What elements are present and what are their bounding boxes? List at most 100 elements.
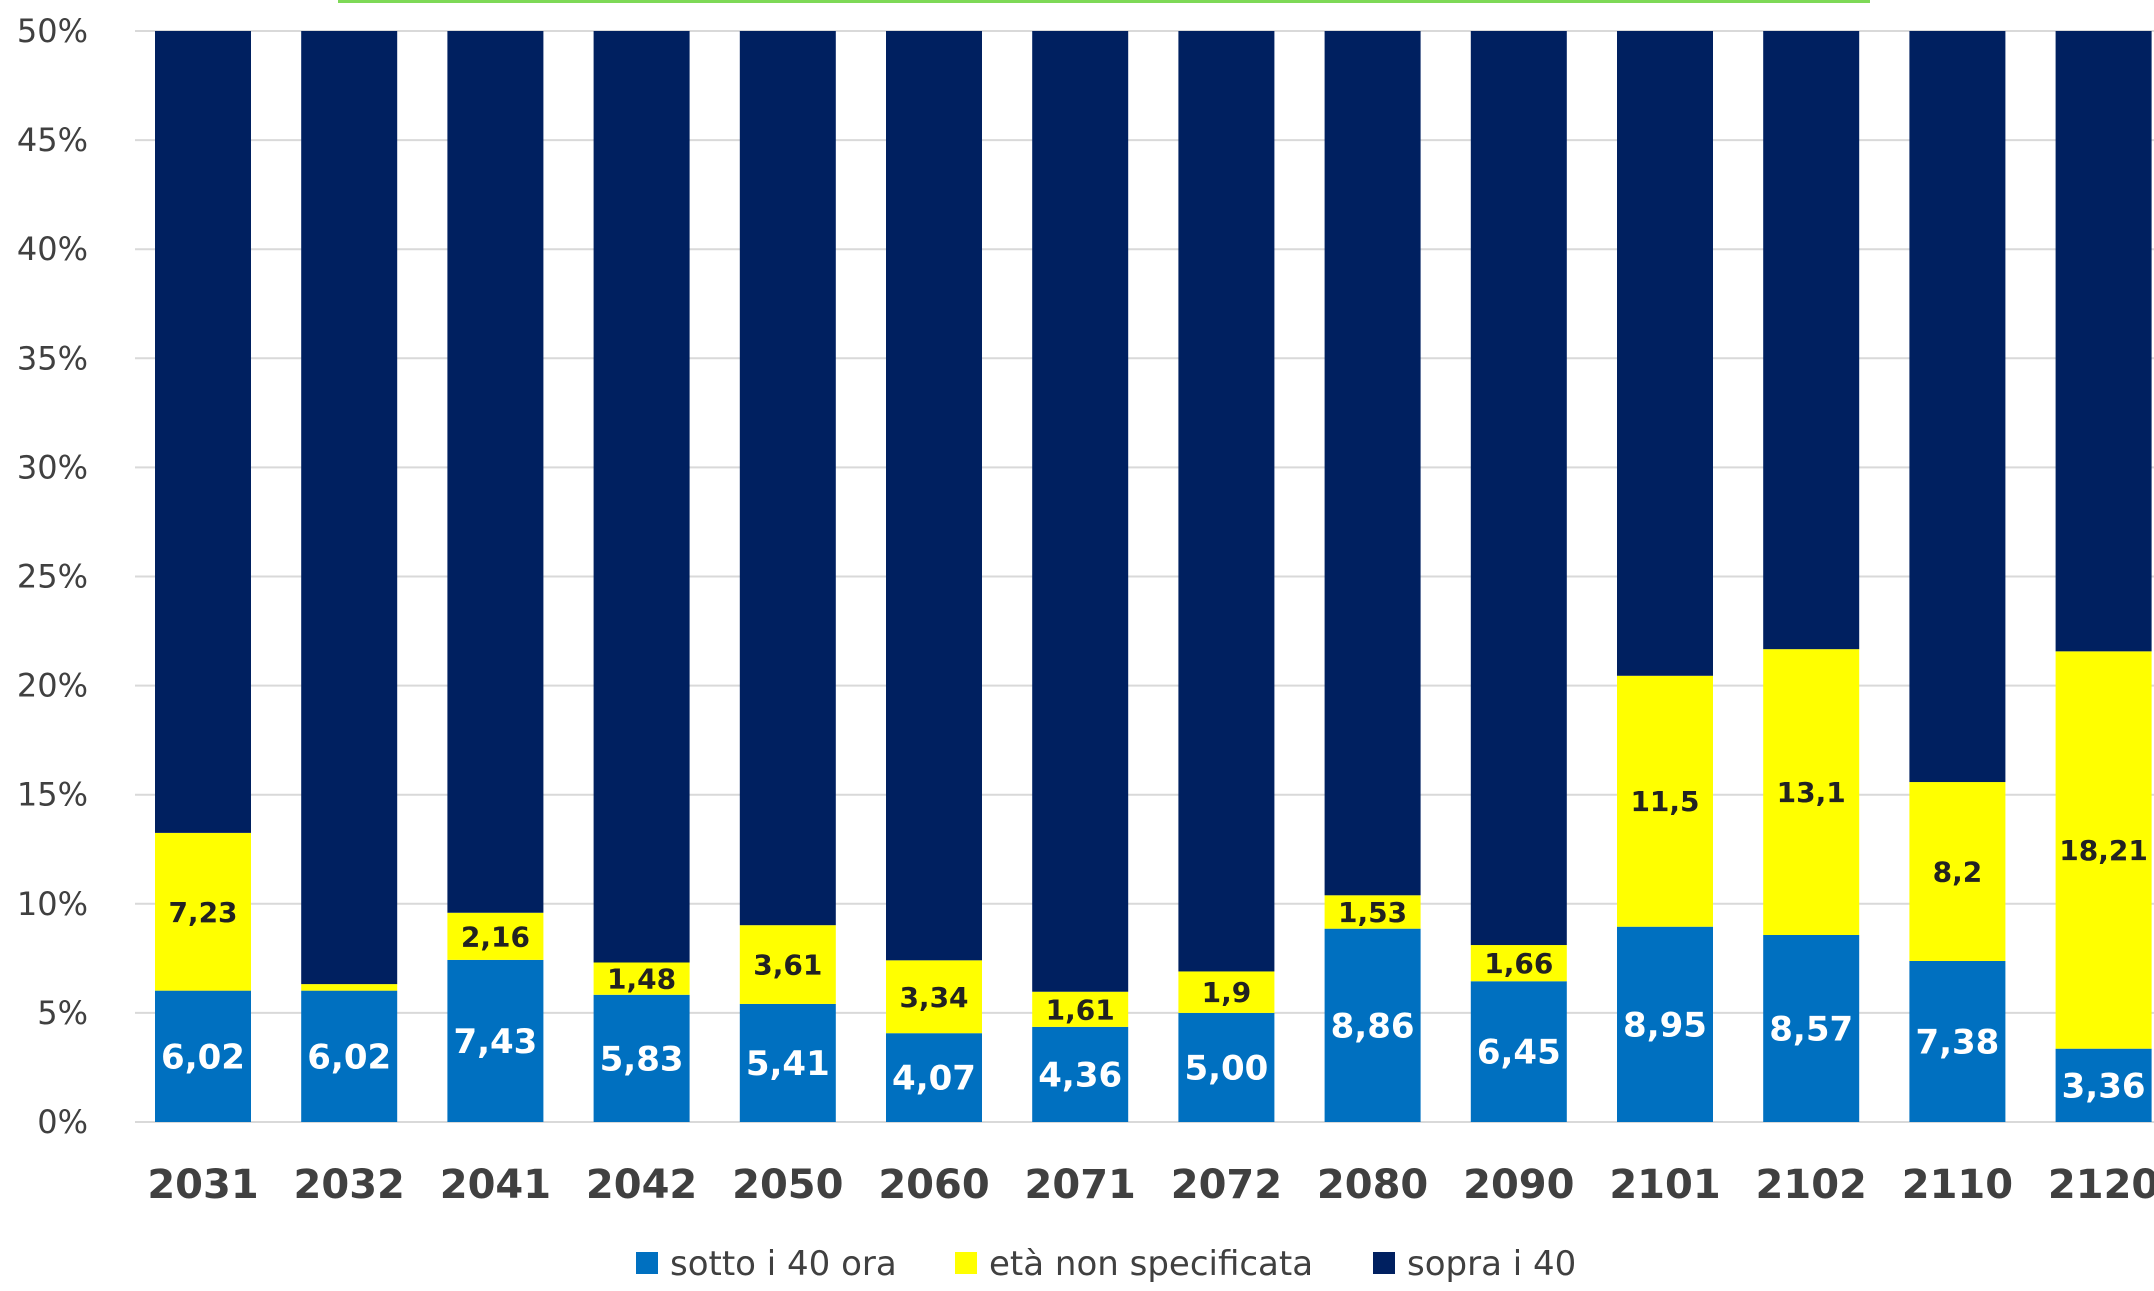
legend-label: sopra i 40 xyxy=(1407,1244,1576,1284)
x-tick-label: 2072 xyxy=(1171,1162,1282,1208)
bar-segment xyxy=(447,959,544,1122)
bar-segment xyxy=(1763,649,1860,936)
y-tick-label: 40% xyxy=(17,230,88,268)
bar-segment xyxy=(1617,675,1713,927)
data-label: 1,48 xyxy=(607,963,676,996)
bar-segment xyxy=(2055,31,2152,652)
y-tick-label: 5% xyxy=(37,994,88,1032)
bar-segment xyxy=(1470,945,1567,982)
bar-segment xyxy=(1178,1012,1275,1122)
legend-label: sotto i 40 ora xyxy=(670,1244,897,1284)
bar-segment xyxy=(447,31,544,913)
bar-segment xyxy=(2055,1048,2152,1122)
bar-segment xyxy=(1617,31,1713,676)
data-label: 2,16 xyxy=(461,920,530,953)
bar-segment xyxy=(1763,31,1860,650)
x-tick-label: 2032 xyxy=(294,1162,405,1208)
bar-segment xyxy=(155,31,251,833)
x-axis: 2031 2032 2041 2042 2050 2060 2071 2072 2080 2090… xyxy=(147,1162,2154,1208)
x-tick-label: 2090 xyxy=(1463,1162,1574,1208)
data-label: 5,00 xyxy=(1184,1048,1268,1088)
bar-segment xyxy=(1032,991,1129,1027)
bar-segment xyxy=(886,960,982,1034)
bar-segment xyxy=(301,990,398,1122)
bar-segment xyxy=(739,925,836,1004)
x-tick-label: 2102 xyxy=(1756,1162,1867,1208)
y-tick-label: 30% xyxy=(17,448,88,486)
data-label: 18,21 xyxy=(2059,834,2148,867)
data-label: 1,66 xyxy=(1484,947,1553,980)
bar-segment xyxy=(1763,935,1860,1122)
y-tick-label: 15% xyxy=(17,776,88,814)
bar-segment xyxy=(886,31,982,961)
bar-segment xyxy=(739,31,836,926)
bar-segment xyxy=(301,31,398,985)
data-label: 7,23 xyxy=(168,896,237,929)
data-label: 7,38 xyxy=(1915,1022,1999,1062)
x-tick-label: 2080 xyxy=(1317,1162,1428,1208)
bar-segment xyxy=(301,984,398,991)
data-label: 8,95 xyxy=(1623,1005,1707,1045)
bar-segment xyxy=(1324,895,1421,929)
bar-segment xyxy=(447,912,544,960)
bar-segment xyxy=(1470,31,1567,946)
legend-swatch xyxy=(636,1252,658,1274)
bar-segment xyxy=(593,994,690,1122)
bar-segment xyxy=(1909,782,2006,961)
bar-segment xyxy=(1909,31,2006,783)
data-label: 1,53 xyxy=(1338,896,1407,929)
data-label: 3,34 xyxy=(899,981,968,1014)
bar-segment xyxy=(1032,31,1129,992)
bar-segment xyxy=(1470,981,1567,1122)
bar-segment xyxy=(593,31,690,963)
y-tick-label: 35% xyxy=(17,339,88,377)
x-tick-label: 2071 xyxy=(1025,1162,1136,1208)
bar-segment xyxy=(2055,651,2152,1049)
legend-swatch xyxy=(1373,1252,1395,1274)
data-label: 5,83 xyxy=(600,1039,684,1079)
x-tick-label: 2120 xyxy=(2048,1162,2154,1208)
data-label: 11,5 xyxy=(1630,785,1699,818)
x-tick-label: 2060 xyxy=(878,1162,989,1208)
legend: sotto i 40 ora età non specificata sopra i… xyxy=(636,1244,1576,1284)
x-tick-label: 2041 xyxy=(440,1162,551,1208)
x-tick-label: 2110 xyxy=(1902,1162,2013,1208)
data-label: 6,02 xyxy=(307,1037,391,1077)
bar-segment xyxy=(1324,928,1421,1122)
y-tick-label: 10% xyxy=(17,885,88,923)
data-label: 4,36 xyxy=(1038,1055,1122,1095)
x-tick-label: 2101 xyxy=(1609,1162,1720,1208)
data-label: 7,43 xyxy=(453,1022,537,1062)
bar-segment xyxy=(1909,960,2006,1122)
legend-label: età non specificata xyxy=(989,1244,1313,1284)
data-label: 1,61 xyxy=(1046,993,1115,1026)
bar-segment xyxy=(155,832,251,991)
y-tick-label: 20% xyxy=(17,667,88,705)
legend-swatch xyxy=(955,1252,977,1274)
bar-segment xyxy=(593,962,690,995)
data-label: 3,36 xyxy=(2062,1066,2146,1106)
y-tick-label: 25% xyxy=(17,558,88,596)
y-axis: 0% 5% 10% 15% 20% 25% 30% 35% 40% 45% 50% xyxy=(17,12,88,1141)
data-label: 5,41 xyxy=(746,1044,830,1084)
bar-segment xyxy=(1178,971,1275,1013)
data-label: 6,02 xyxy=(161,1037,245,1077)
bar-segment xyxy=(1617,926,1713,1122)
bar-segment xyxy=(739,1003,836,1122)
y-tick-label: 45% xyxy=(17,121,88,159)
bar-segment xyxy=(155,990,251,1122)
bar-segment xyxy=(1032,1026,1129,1122)
y-tick-label: 50% xyxy=(17,12,88,50)
bar-segment xyxy=(1178,31,1275,972)
bar-segment xyxy=(886,1033,982,1122)
x-tick-label: 2031 xyxy=(147,1162,258,1208)
bars: 6,02 7,23 6,02 7,43 2,16 5,83 1,48 5,41 3,61 4,07… xyxy=(155,31,2152,1122)
y-tick-label: 0% xyxy=(37,1103,88,1141)
data-label: 3,61 xyxy=(753,949,822,982)
x-tick-label: 2050 xyxy=(732,1162,843,1208)
x-tick-label: 2042 xyxy=(586,1162,697,1208)
data-label: 13,1 xyxy=(1777,776,1846,809)
data-label: 6,45 xyxy=(1477,1033,1561,1073)
